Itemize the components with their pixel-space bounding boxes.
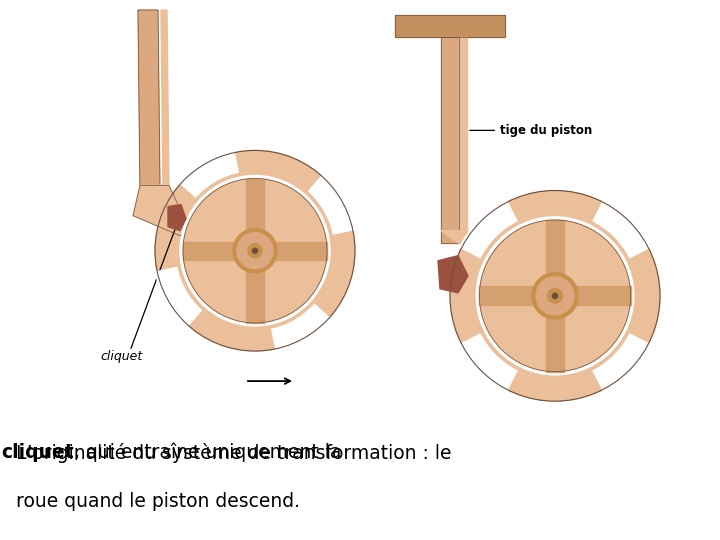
Circle shape bbox=[548, 288, 562, 303]
Wedge shape bbox=[459, 334, 517, 392]
Bar bbox=[441, 37, 459, 242]
Circle shape bbox=[536, 277, 574, 315]
Text: tige du piston: tige du piston bbox=[469, 124, 593, 137]
Polygon shape bbox=[246, 179, 264, 233]
Polygon shape bbox=[480, 286, 536, 305]
Bar bbox=[459, 37, 467, 242]
Circle shape bbox=[476, 217, 634, 375]
Bar bbox=[395, 15, 505, 37]
Text: cliquet: cliquet bbox=[1, 443, 73, 462]
Text: L’originalité du système de transformation : le: L’originalité du système de transformati… bbox=[16, 443, 457, 463]
Wedge shape bbox=[593, 334, 650, 392]
Text: roue quand le piston descend.: roue quand le piston descend. bbox=[16, 492, 300, 511]
Circle shape bbox=[180, 176, 330, 326]
Circle shape bbox=[552, 293, 557, 299]
Circle shape bbox=[450, 191, 660, 401]
Wedge shape bbox=[271, 305, 330, 351]
Polygon shape bbox=[273, 242, 327, 260]
Polygon shape bbox=[168, 205, 186, 231]
Wedge shape bbox=[156, 267, 202, 327]
Wedge shape bbox=[459, 200, 517, 258]
Circle shape bbox=[480, 220, 631, 372]
Polygon shape bbox=[133, 186, 188, 235]
Text: L’originalité du système de transformation : le: L’originalité du système de transformati… bbox=[0, 539, 1, 540]
Bar bbox=[395, 15, 505, 37]
Wedge shape bbox=[309, 175, 355, 234]
Polygon shape bbox=[546, 220, 564, 277]
Text: , qui entraîne uniquement la: , qui entraîne uniquement la bbox=[73, 443, 341, 462]
Circle shape bbox=[237, 233, 273, 269]
Polygon shape bbox=[183, 242, 237, 260]
Polygon shape bbox=[246, 269, 264, 323]
Polygon shape bbox=[438, 256, 468, 293]
Circle shape bbox=[155, 151, 355, 351]
Circle shape bbox=[233, 228, 277, 273]
Wedge shape bbox=[179, 151, 238, 197]
Circle shape bbox=[253, 248, 258, 253]
Bar bbox=[441, 37, 459, 242]
Polygon shape bbox=[138, 10, 160, 191]
Circle shape bbox=[248, 244, 262, 258]
Circle shape bbox=[183, 179, 327, 323]
Polygon shape bbox=[441, 231, 492, 259]
Polygon shape bbox=[546, 315, 564, 372]
Text: cliquet: cliquet bbox=[100, 349, 143, 362]
Polygon shape bbox=[161, 10, 169, 191]
Polygon shape bbox=[574, 286, 631, 305]
Circle shape bbox=[532, 273, 578, 319]
Wedge shape bbox=[593, 200, 650, 258]
